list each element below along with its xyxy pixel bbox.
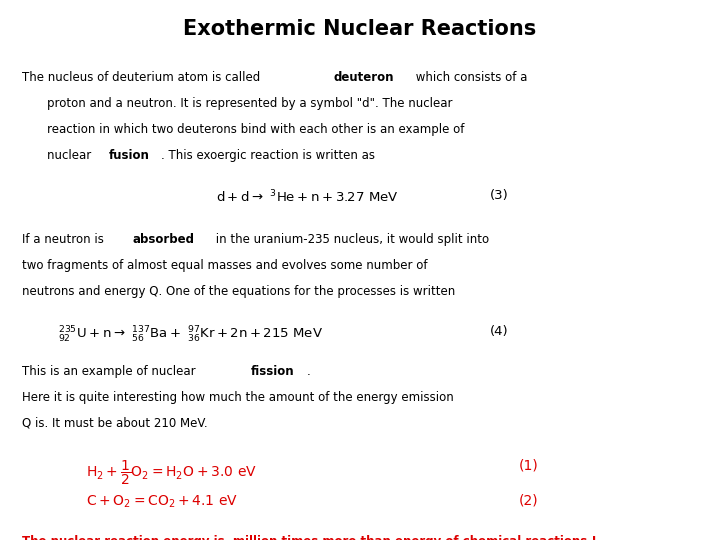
Text: The nucleus of deuterium atom is called: The nucleus of deuterium atom is called (22, 71, 264, 84)
Text: (3): (3) (490, 188, 508, 201)
Text: (1): (1) (518, 458, 538, 472)
Text: Here it is quite interesting how much the amount of the energy emission: Here it is quite interesting how much th… (22, 391, 454, 404)
Text: neutrons and energy Q. One of the equations for the processes is written: neutrons and energy Q. One of the equati… (22, 285, 455, 298)
Text: (2): (2) (518, 493, 538, 507)
Text: Q is. It must be about 210 MeV.: Q is. It must be about 210 MeV. (22, 417, 207, 430)
Text: Exothermic Nuclear Reactions: Exothermic Nuclear Reactions (184, 19, 536, 39)
Text: The nuclear reaction energy is  million times more than energy of chemical react: The nuclear reaction energy is million t… (22, 535, 596, 540)
Text: deuteron: deuteron (334, 71, 395, 84)
Text: $\mathsf{^{235}_{92}U + n \rightarrow \ ^{137}_{56}Ba + \ ^{97}_{36}Kr + 2n + 21: $\mathsf{^{235}_{92}U + n \rightarrow \ … (58, 325, 323, 345)
Text: $\mathsf{d + d \rightarrow \ ^{3}He + n + 3.27\ MeV}$: $\mathsf{d + d \rightarrow \ ^{3}He + n … (216, 188, 399, 205)
Text: absorbed: absorbed (132, 233, 194, 246)
Text: $\mathsf{C+O_2= CO_2+ 4.1\ eV}$: $\mathsf{C+O_2= CO_2+ 4.1\ eV}$ (86, 493, 238, 510)
Text: fission: fission (251, 365, 294, 378)
Text: If a neutron is: If a neutron is (22, 233, 107, 246)
Text: nuclear: nuclear (47, 148, 95, 161)
Text: proton and a neutron. It is represented by a symbol "d". The nuclear: proton and a neutron. It is represented … (47, 97, 452, 110)
Text: reaction in which two deuterons bind with each other is an example of: reaction in which two deuterons bind wit… (47, 123, 464, 136)
Text: in the uranium-235 nucleus, it would split into: in the uranium-235 nucleus, it would spl… (212, 233, 489, 246)
Text: This is an example of nuclear: This is an example of nuclear (22, 365, 199, 378)
Text: which consists of a: which consists of a (412, 71, 527, 84)
Text: (4): (4) (490, 325, 508, 338)
Text: $\mathsf{H_2+\dfrac{1}{2}O_2= H_2O+ 3.0\ eV}$: $\mathsf{H_2+\dfrac{1}{2}O_2= H_2O+ 3.0\… (86, 458, 258, 487)
Text: fusion: fusion (109, 148, 150, 161)
Text: .: . (307, 365, 310, 378)
Text: two fragments of almost equal masses and evolves some number of: two fragments of almost equal masses and… (22, 259, 427, 272)
Text: . This exoergic reaction is written as: . This exoergic reaction is written as (161, 148, 375, 161)
